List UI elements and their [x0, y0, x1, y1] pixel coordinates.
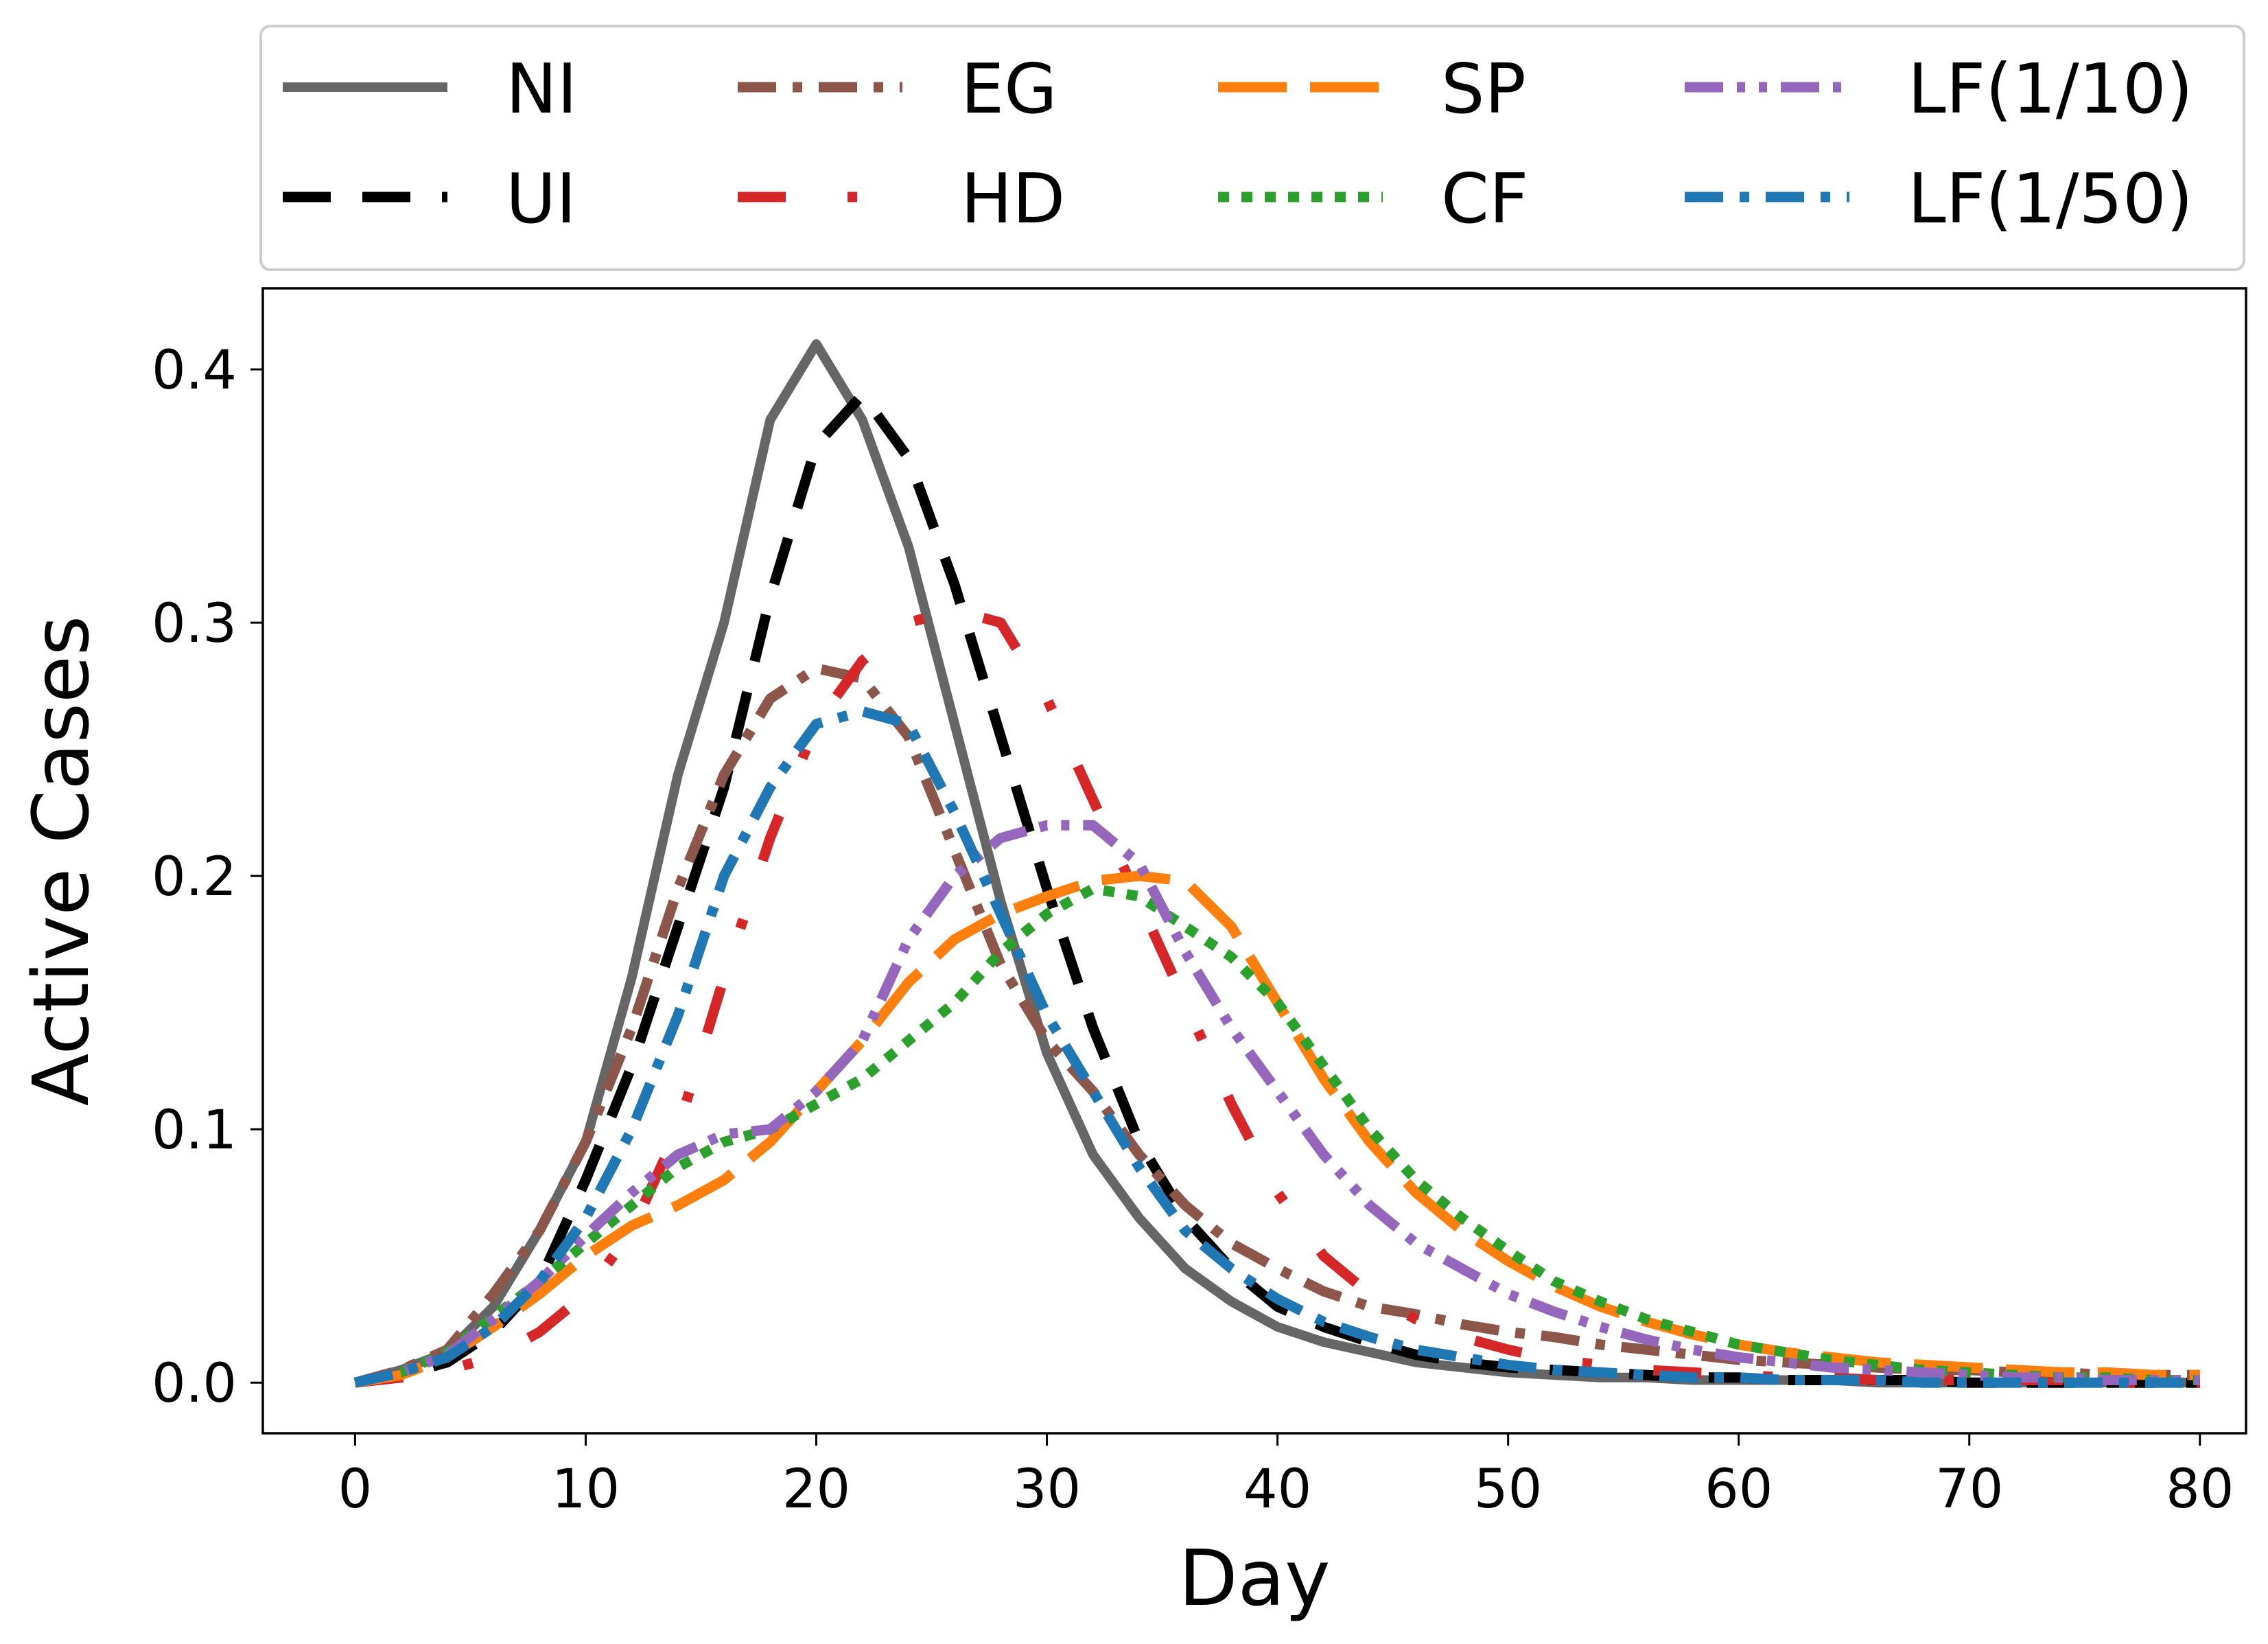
- series-line-7: [353, 706, 2200, 1388]
- y-tick-label-3: 0.3: [152, 593, 237, 655]
- x-tick-label-2: 20: [782, 1459, 850, 1520]
- series-line-6: [353, 820, 2200, 1388]
- legend-label-3: HD: [961, 159, 1065, 239]
- y-tick-label-2: 0.2: [152, 846, 237, 908]
- x-tick-label-7: 70: [1935, 1459, 2003, 1520]
- y-tick-label-1: 0.1: [152, 1100, 237, 1161]
- legend-label-7: LF(1/50): [1908, 159, 2193, 239]
- y-axis-label: Active Cases: [17, 616, 106, 1107]
- legend-label-0: NI: [506, 49, 577, 129]
- x-axis: 0 10 20 30 40 50 60 70 80: [338, 1433, 2234, 1520]
- y-tick-label-0: 0.0: [152, 1353, 237, 1415]
- x-tick-label-6: 60: [1705, 1459, 1773, 1520]
- legend: NI UI EG HD SP CF LF(1/10) LF(1/50): [259, 25, 2245, 271]
- legend-label-5: CF: [1441, 159, 1528, 239]
- legend-label-6: LF(1/10): [1908, 49, 2193, 129]
- legend-label-2: EG: [961, 49, 1057, 129]
- plot-frame: [261, 287, 2247, 1435]
- x-tick-label-8: 80: [2166, 1459, 2234, 1520]
- series-layer: [353, 339, 2200, 1388]
- x-tick-label-1: 10: [552, 1459, 620, 1520]
- y-axis: 0.0 0.1 0.2 0.3 0.4: [152, 340, 263, 1415]
- x-tick-label-3: 30: [1013, 1459, 1081, 1520]
- x-tick-label-5: 50: [1474, 1459, 1542, 1520]
- y-tick-label-4: 0.4: [152, 340, 237, 402]
- x-tick-label-4: 40: [1243, 1459, 1311, 1520]
- x-tick-label-0: 0: [338, 1459, 373, 1520]
- x-axis-label: Day: [1178, 1534, 1330, 1623]
- series-line-1: [354, 389, 2200, 1388]
- legend-label-1: UI: [506, 159, 576, 239]
- legend-label-4: SP: [1441, 49, 1526, 129]
